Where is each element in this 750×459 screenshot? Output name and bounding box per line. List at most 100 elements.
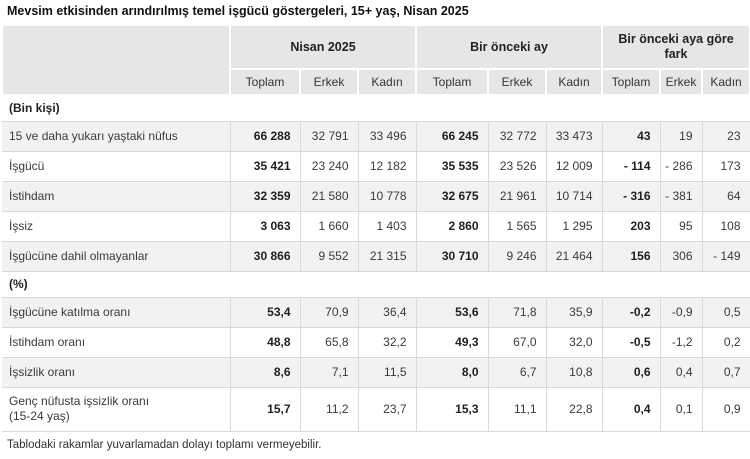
cell-value: 21 580 — [299, 181, 358, 212]
cell-value: 1 295 — [545, 211, 603, 242]
cell-value: 1 565 — [487, 211, 547, 242]
row-label: İstihdam oranı — [2, 327, 230, 358]
cell-value: 95 — [659, 211, 703, 242]
cell-value: - 114 — [601, 151, 661, 182]
cell-value: 35 421 — [229, 151, 300, 182]
row-label: İşsiz — [2, 211, 230, 242]
cell-value: 21 464 — [545, 241, 603, 272]
cell-value: 64 — [701, 181, 750, 212]
cell-value: 0,4 — [601, 387, 661, 432]
cell-value: 0,5 — [701, 297, 750, 328]
cell-value: -1,2 — [659, 327, 703, 358]
corner-cell — [1, 24, 231, 96]
col-header: Kadın — [356, 68, 418, 96]
cell-value: 67,0 — [487, 327, 547, 358]
cell-value: 23,7 — [357, 387, 417, 432]
col-header: Kadın — [701, 68, 750, 96]
table-header: Nisan 2025 Bir önceki ay Bir önceki aya … — [1, 24, 750, 96]
cell-value: 12 009 — [545, 151, 603, 182]
cell-value: 0,9 — [701, 387, 750, 432]
table-row: İşgücüne katılma oranı 53,4 70,9 36,4 53,6 71… — [2, 297, 750, 328]
cell-value: - 286 — [659, 151, 703, 182]
cell-value: 53,4 — [229, 297, 300, 328]
cell-value: 23 — [701, 121, 750, 152]
table-row: Genç nüfusta işsizlik oranı (15-24 yaş) 15… — [2, 387, 750, 432]
cell-value: 35,9 — [545, 297, 603, 328]
row-label: İşgücü — [2, 151, 230, 182]
cell-value: 21 961 — [487, 181, 547, 212]
section-header-row: (Bin kişi) — [2, 95, 750, 122]
cell-value: 15,7 — [229, 387, 300, 432]
table-row: İstihdam 32 359 21 580 10 778 32 675 21 961 10… — [2, 181, 750, 212]
row-label: Genç nüfusta işsizlik oranı (15-24 yaş) — [2, 387, 230, 432]
cell-value: 3 063 — [229, 211, 300, 242]
cell-value: 0,7 — [701, 357, 750, 388]
cell-value: 30 866 — [229, 241, 300, 272]
cell-value: 66 245 — [415, 121, 489, 152]
cell-value: 49,3 — [415, 327, 489, 358]
cell-value: 21 315 — [357, 241, 417, 272]
cell-value: 8,0 — [415, 357, 489, 388]
cell-value: 11,1 — [487, 387, 547, 432]
cell-value: 71,8 — [487, 297, 547, 328]
cell-value: 1 403 — [357, 211, 417, 242]
indicators-table: Nisan 2025 Bir önceki ay Bir önceki aya … — [1, 24, 750, 432]
group-header-nisan-2025: Nisan 2025 — [228, 24, 418, 70]
cell-value: 0,6 — [601, 357, 661, 388]
col-header: Toplam — [601, 68, 662, 96]
cell-value: 23 240 — [299, 151, 358, 182]
cell-value: 66 288 — [229, 121, 300, 152]
cell-value: 22,8 — [545, 387, 603, 432]
col-header: Toplam — [415, 68, 490, 96]
row-label: 15 ve daha yukarı yaştaki nüfus — [2, 121, 230, 152]
sub-header-row: Toplam Erkek Kadın Toplam Erkek Kadın To… — [2, 68, 750, 96]
table-row: İstihdam oranı 48,8 65,8 32,2 49,3 67,0 32,0 -0… — [2, 327, 750, 358]
cell-value: 33 496 — [357, 121, 417, 152]
table-row: İşgücü 35 421 23 240 12 182 35 535 23 526 12 0… — [2, 151, 750, 182]
cell-value: 23 526 — [487, 151, 547, 182]
cell-value: 9 552 — [299, 241, 358, 272]
cell-value: 10 714 — [545, 181, 603, 212]
cell-value: 12 182 — [357, 151, 417, 182]
cell-value: 32 675 — [415, 181, 489, 212]
table-footnote: Tablodaki rakamlar yuvarlamadan dolayı t… — [7, 438, 322, 451]
cell-value: - 149 — [701, 241, 750, 272]
col-header: Erkek — [487, 68, 548, 96]
cell-value: 53,6 — [415, 297, 489, 328]
col-header: Toplam — [229, 68, 301, 96]
cell-value: 306 — [659, 241, 703, 272]
cell-value: 32,2 — [357, 327, 417, 358]
cell-value: 32,0 — [545, 327, 603, 358]
cell-value: 0,1 — [659, 387, 703, 432]
cell-value: -0,9 — [659, 297, 703, 328]
cell-value: 70,9 — [299, 297, 358, 328]
cell-value: 19 — [659, 121, 703, 152]
row-label: İşgücüne dahil olmayanlar — [2, 241, 230, 272]
cell-value: 32 359 — [229, 181, 300, 212]
row-label: İstihdam — [2, 181, 230, 212]
cell-value: 11,2 — [299, 387, 358, 432]
cell-value: 173 — [701, 151, 750, 182]
cell-value: - 381 — [659, 181, 703, 212]
group-header-row: Nisan 2025 Bir önceki ay Bir önceki aya … — [1, 24, 750, 96]
cell-value: 9 246 — [487, 241, 547, 272]
table-row: 15 ve daha yukarı yaştaki nüfus 66 288 32 … — [2, 121, 750, 152]
col-header: Erkek — [659, 68, 704, 96]
col-header: Erkek — [299, 68, 359, 96]
cell-value: 0,2 — [701, 327, 750, 358]
cell-value: 10,8 — [545, 357, 603, 388]
cell-value: 32 791 — [299, 121, 358, 152]
table-row: İşsiz 3 063 1 660 1 403 2 860 1 565 1 295 203 95… — [2, 211, 750, 242]
cell-value: 36,4 — [357, 297, 417, 328]
cell-value: 43 — [601, 121, 661, 152]
cell-value: 8,6 — [229, 357, 300, 388]
table-row: İşgücüne dahil olmayanlar 30 866 9 552 21 3… — [2, 241, 750, 272]
cell-value: 203 — [601, 211, 661, 242]
cell-value: 65,8 — [299, 327, 358, 358]
cell-value: 15,3 — [415, 387, 489, 432]
cell-value: 10 778 — [357, 181, 417, 212]
section-label: (%) — [2, 271, 750, 298]
group-header-fark: Bir önceki aya göre fark — [601, 24, 750, 70]
cell-value: 0,4 — [659, 357, 703, 388]
